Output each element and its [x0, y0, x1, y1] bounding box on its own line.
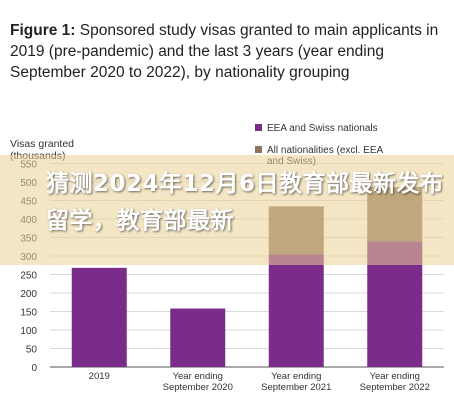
bar-eea-swiss	[170, 308, 226, 367]
bar-eea-swiss	[268, 254, 324, 367]
y-tick-label: 200	[20, 289, 37, 300]
x-tick-label: Year ending	[370, 371, 420, 382]
bar-eea-swiss	[71, 267, 127, 367]
overlay-banner-text: 猜测2024年12月6日教育部最新发布留学，教育部最新	[46, 171, 444, 234]
legend-label: EEA and Swiss nationals	[267, 123, 378, 134]
y-tick-label: 150	[20, 308, 37, 319]
y-tick-label: 100	[20, 326, 37, 337]
y-tick-label: 250	[20, 271, 37, 282]
y-tick-label: 0	[31, 363, 37, 374]
y-axis-label-line1: Visas granted	[10, 138, 75, 150]
x-tick-label: September 2020	[163, 382, 233, 393]
x-tick-label: Year ending	[173, 371, 223, 382]
x-tick-label: 2019	[89, 371, 110, 382]
x-tick-label: September 2021	[261, 382, 331, 393]
figure-title-label: Figure 1:	[10, 22, 76, 39]
legend-swatch	[255, 146, 262, 153]
overlay-banner	[0, 155, 454, 265]
x-tick-label: Year ending	[271, 371, 321, 382]
legend-label: All nationalities (excl. EEA	[267, 145, 383, 156]
x-tick-label: September 2022	[360, 382, 430, 393]
legend-swatch	[255, 124, 262, 131]
figure-title: Figure 1: Sponsored study visas granted …	[10, 20, 446, 83]
figure-title-text: Sponsored study visas granted to main ap…	[10, 22, 439, 81]
y-tick-label: 50	[26, 345, 38, 356]
